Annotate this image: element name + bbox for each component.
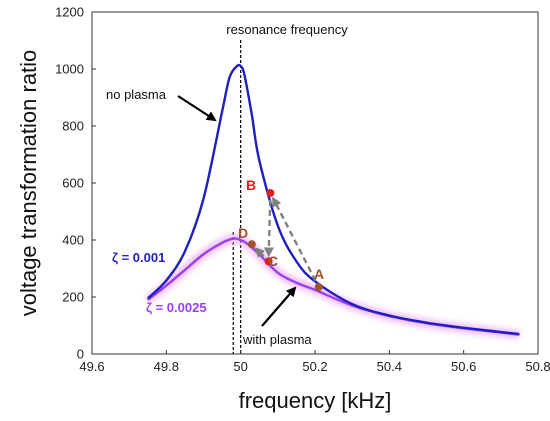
- zeta-with-plasma-label: ζ = 0.0025: [146, 300, 207, 315]
- no-plasma-arrow: [177, 95, 217, 122]
- resonance-frequency-label: resonance frequency: [226, 22, 348, 37]
- point-label-c: C: [268, 253, 278, 269]
- no-plasma-label: no plasma: [106, 87, 167, 102]
- point-a: [314, 283, 323, 292]
- reference-lines: [232, 40, 242, 354]
- y-tick-label: 1000: [55, 62, 84, 77]
- x-tick-label: 50.6: [451, 359, 476, 374]
- y-axis-title: voltage transformation ratio: [16, 50, 41, 317]
- x-axis-ticks: 49.6 49.8 50 50.2 50.4 50.6 50.8: [79, 350, 550, 374]
- x-tick-label: 50.4: [377, 359, 402, 374]
- point-label-a: A: [314, 266, 324, 282]
- y-tick-label: 400: [62, 233, 84, 248]
- y-tick-label: 800: [62, 119, 84, 134]
- x-axis-title: frequency [kHz]: [239, 388, 392, 413]
- with-plasma-label: with plasma: [242, 332, 312, 347]
- x-tick-label: 50.2: [302, 359, 327, 374]
- arrow-c-to-d: [254, 247, 266, 258]
- arrows-layer: [177, 95, 317, 327]
- x-tick-label: 49.6: [79, 359, 104, 374]
- x-tick-label: 50: [233, 359, 247, 374]
- y-tick-label: 0: [77, 347, 84, 362]
- series-no-plasma-line: [146, 63, 520, 336]
- y-tick-label: 600: [62, 176, 84, 191]
- y-tick-label: 1200: [55, 5, 84, 20]
- point-c: [264, 257, 273, 266]
- y-tick-label: 200: [62, 290, 84, 305]
- x-tick-label: 50.8: [525, 359, 550, 374]
- point-label-b: B: [246, 177, 256, 193]
- x-tick-label: 49.8: [154, 359, 179, 374]
- arrow-a-to-b: [272, 196, 317, 282]
- y-axis-ticks: 0 200 400 600 800 1000 1200: [55, 5, 96, 362]
- point-b: [266, 188, 275, 197]
- with-plasma-arrow: [261, 286, 297, 327]
- point-d: [247, 240, 256, 249]
- zeta-no-plasma-label: ζ = 0.001: [112, 250, 165, 265]
- plot-area: [91, 11, 539, 355]
- points-layer: [247, 188, 323, 292]
- point-label-d: D: [238, 225, 248, 241]
